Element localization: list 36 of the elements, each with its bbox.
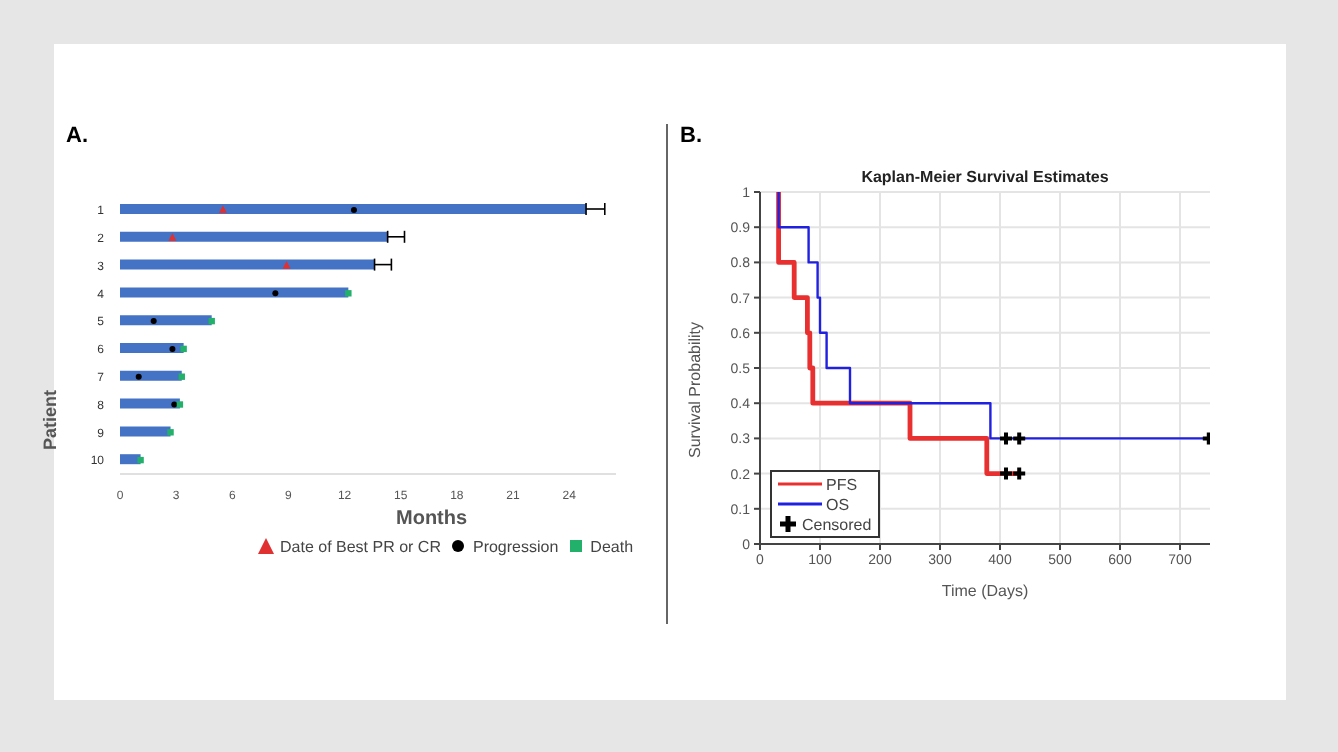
- point: [169, 345, 176, 352]
- point: [282, 261, 291, 269]
- bar: [120, 315, 212, 326]
- point: [180, 345, 187, 353]
- point: [272, 290, 279, 297]
- legend-label: PFS: [826, 475, 858, 493]
- point: [167, 429, 174, 436]
- point: [137, 456, 144, 464]
- point: [150, 318, 157, 325]
- x-axis-title: Months: [396, 508, 468, 530]
- text: B.: [680, 124, 702, 148]
- x-axis-title: Time (Days): [941, 582, 1029, 600]
- bar: [120, 259, 375, 270]
- point: [176, 401, 184, 408]
- bar: [120, 204, 587, 214]
- bar: [120, 370, 182, 381]
- point: [171, 401, 178, 408]
- bar: [120, 343, 184, 353]
- point: [350, 206, 357, 213]
- legend-label: Progression: [472, 537, 559, 555]
- legend-label: Death: [590, 537, 634, 555]
- chart-title: Kaplan-Meier Survival Estimates: [859, 168, 1111, 186]
- bar: [120, 231, 388, 242]
- legend-label: Date of Best PR or CR: [280, 537, 441, 555]
- chart-title: A.: [66, 124, 88, 148]
- bar: [120, 426, 171, 437]
- bar: [120, 398, 180, 409]
- y-axis-title: Survival Probability: [685, 321, 704, 458]
- point: [218, 205, 227, 214]
- bar: [120, 287, 349, 298]
- point: [168, 233, 177, 241]
- legend-label: Censored: [802, 515, 872, 533]
- y-axis-title: Patient: [40, 389, 61, 451]
- point: [135, 373, 142, 380]
- point: [345, 290, 352, 297]
- legend-label: OS: [826, 495, 850, 513]
